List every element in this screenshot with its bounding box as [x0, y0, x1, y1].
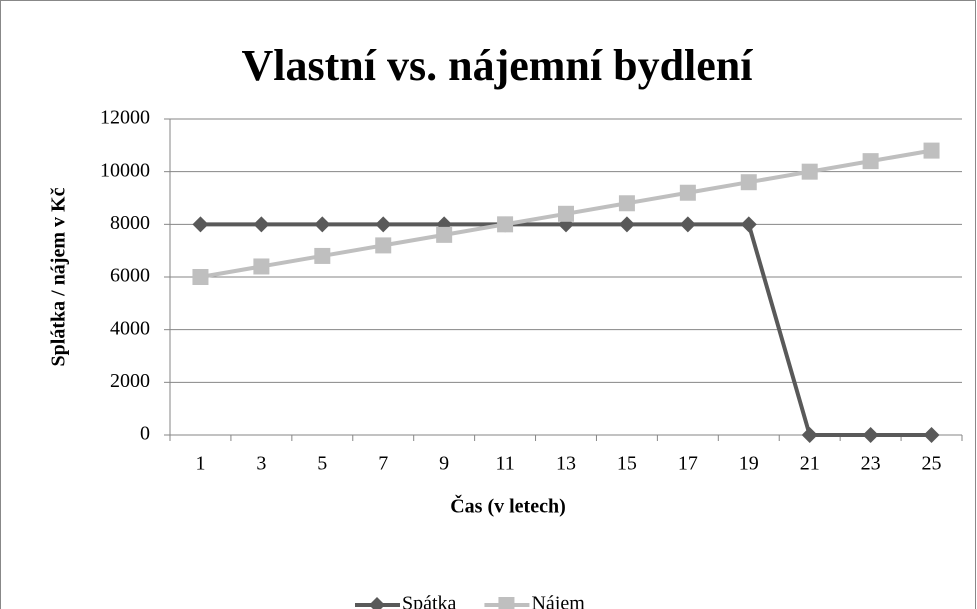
marker — [923, 427, 940, 443]
marker — [862, 153, 879, 170]
marker — [923, 142, 940, 159]
x-tick-label: 15 — [617, 453, 637, 475]
x-tick-label: 19 — [739, 453, 759, 475]
marker — [192, 269, 209, 285]
y-axis-label: Splátka / nájem v Kč — [48, 187, 70, 366]
x-tick-label: 11 — [495, 453, 514, 475]
x-tick-label: 13 — [556, 453, 576, 475]
marker — [679, 184, 696, 201]
x-tick-label: 21 — [800, 453, 820, 475]
x-tick-label: 9 — [439, 453, 449, 475]
marker — [253, 258, 270, 275]
x-tick-label: 3 — [256, 453, 266, 475]
x-tick-label: 25 — [922, 453, 942, 475]
marker — [801, 163, 818, 180]
marker — [618, 195, 635, 212]
marker — [314, 247, 331, 264]
marker — [497, 216, 514, 233]
marker — [375, 237, 392, 254]
y-tick-label: 12000 — [100, 107, 150, 129]
marker — [314, 216, 331, 233]
marker — [369, 597, 385, 609]
legend-label: Spátka — [402, 593, 457, 609]
marker — [618, 216, 635, 233]
marker — [436, 226, 453, 243]
marker — [558, 205, 574, 222]
marker — [801, 427, 818, 443]
y-tick-label: 10000 — [100, 159, 150, 181]
x-axis-label: Čas (v letech) — [450, 494, 566, 518]
x-tick-label: 5 — [317, 453, 327, 475]
marker — [679, 216, 696, 233]
marker — [740, 216, 757, 233]
chart-title: Vlastní vs. nájemní bydlení — [242, 41, 754, 90]
x-tick-label: 23 — [861, 453, 881, 475]
x-tick-label: 17 — [678, 453, 698, 475]
marker — [375, 216, 392, 233]
x-tick-label: 7 — [378, 453, 388, 475]
marker — [498, 597, 515, 609]
marker — [253, 216, 270, 233]
y-tick-label: 6000 — [110, 265, 150, 287]
y-tick-label: 0 — [140, 423, 150, 445]
marker — [192, 216, 209, 233]
legend-label: Nájem — [531, 593, 585, 609]
marker — [862, 427, 879, 443]
y-tick-label: 4000 — [110, 317, 150, 339]
marker — [740, 174, 757, 191]
x-tick-label: 1 — [195, 453, 205, 475]
y-tick-label: 2000 — [110, 370, 150, 392]
y-tick-label: 8000 — [110, 212, 150, 234]
